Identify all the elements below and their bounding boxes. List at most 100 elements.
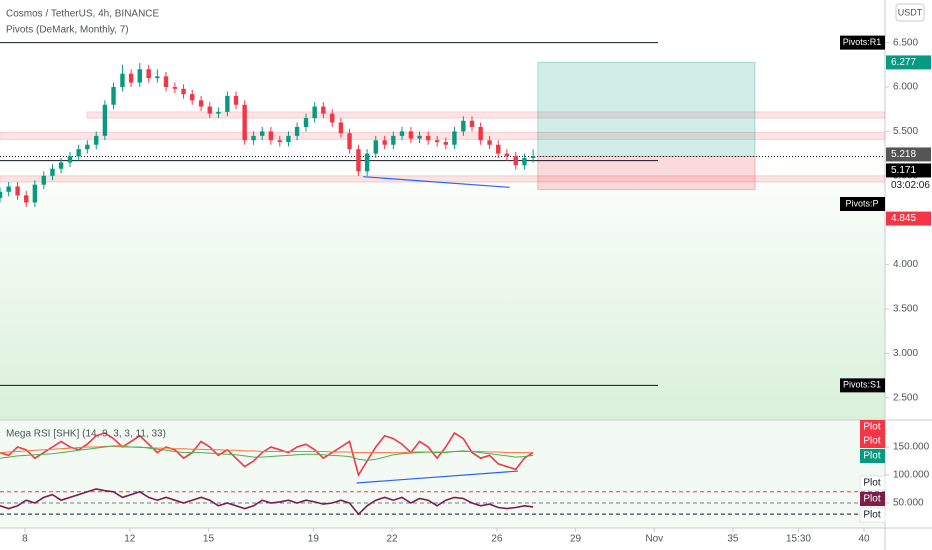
candle-body [102,104,108,136]
currency-button[interactable] [895,3,925,22]
rsi-line [0,445,534,454]
rsi-tag: Plot [863,451,880,462]
candle-body [487,140,492,145]
time-tick-label: Nov [645,534,663,545]
candle-body [15,186,20,196]
price-tick-label: 6.500 [893,37,918,48]
time-tick-label: 19 [308,534,320,545]
candle-body [163,76,169,88]
candle-body [434,140,440,143]
candle-body [294,126,300,136]
rsi-pane [0,431,885,516]
time-tick-label: 40 [858,534,870,545]
rsi-level-tag: Plot [863,478,880,489]
countdown-tag: 03:02:06 [891,180,930,191]
stop-tag-bg [886,211,931,226]
rsi-level-tag-bg [859,475,886,491]
price-tick-label: 3.000 [893,348,918,359]
time-tick-label: 15:30 [786,534,811,545]
price-tick-label: 5.500 [893,126,918,137]
time-tick-label: 8 [22,534,28,545]
candle-body [207,106,212,114]
target-zone [537,61,756,157]
overlay: 6.5006.0005.5005.0004.5004.0003.5003.000… [22,35,931,545]
candle-body [286,135,291,143]
candle-body [67,156,73,163]
pivot-tag-label: Pivots:R1 [843,37,882,47]
background-tint [0,150,885,420]
pivot-price-tag: 5.171 [891,165,916,176]
candle-body [181,88,186,95]
candle-body [513,156,518,166]
candle-body [32,184,38,203]
candle-body [356,149,361,172]
stop-zone [537,155,756,191]
candle-body [190,94,195,101]
candle-body [443,142,448,145]
time-tick-label: 12 [124,534,136,545]
candle-body [6,186,11,192]
candle-body [0,191,3,199]
price-tick-label: 4.000 [893,259,918,270]
rsi-line [0,488,534,516]
entry-tag-bg [886,147,931,162]
rsi-tag: Plot [863,494,880,505]
price-tick-label: 2.500 [893,392,918,403]
candle-body [382,140,387,145]
price-tick-label: 6.000 [893,82,918,93]
candle-body [303,118,309,127]
rsi-background [0,420,885,528]
candle-body [338,122,344,134]
candle-body [111,87,116,105]
countdown-tag-bg [886,178,931,193]
candle-body [504,153,510,157]
trendline [363,176,510,188]
rsi-tick-label: 150.000 [893,442,930,453]
sr-zone [0,131,885,140]
candle-body [216,111,221,114]
candle-body [155,76,160,79]
indicator-title: Pivots (DeMark, Monthly, 7) [6,25,129,36]
candle-body [242,104,247,141]
rsi-trendline [356,470,518,484]
candle-body [198,100,204,107]
sr-zone [86,111,885,119]
rsi-level-tag: Plot [863,510,880,521]
rsi-tag-bg [860,449,885,463]
candle-body [373,140,378,154]
candle-body [408,131,414,139]
candle-body [50,168,55,176]
candle-body [85,144,90,150]
candle-body [461,120,466,132]
stop-tag: 4.845 [891,213,916,224]
rsi-line [0,445,534,461]
rsi-tag-bg [860,434,885,448]
candle-body [225,95,230,112]
main-pane [0,42,885,386]
price-tick-label: 3.500 [893,304,918,315]
candle-body [41,175,46,185]
pivot-tag-label: Pivots:S1 [843,380,881,390]
rsi-tick-label: 50.000 [893,498,924,509]
candle-body [76,149,81,157]
time-tick-label: 26 [491,534,503,545]
time-tick-label: 35 [727,534,739,545]
pivot-tag [840,35,885,50]
candle-body [233,95,239,105]
rsi-level-tag-bg [859,507,886,523]
candle-body [312,106,317,119]
time-tick-label: 22 [386,534,398,545]
candle-body [260,131,265,136]
candle-body [137,69,142,83]
rsi-tag-bg [860,420,885,434]
currency-label[interactable]: USDT [898,7,923,17]
candle-body [120,73,125,88]
rsi-tag: Plot [863,436,880,447]
pivot-tag [840,378,885,393]
pivot-price-tag-bg [886,163,931,178]
candle-body [478,126,483,141]
candle-body [426,135,431,141]
rsi-tag-bg [860,492,885,506]
candle-body [399,131,405,136]
